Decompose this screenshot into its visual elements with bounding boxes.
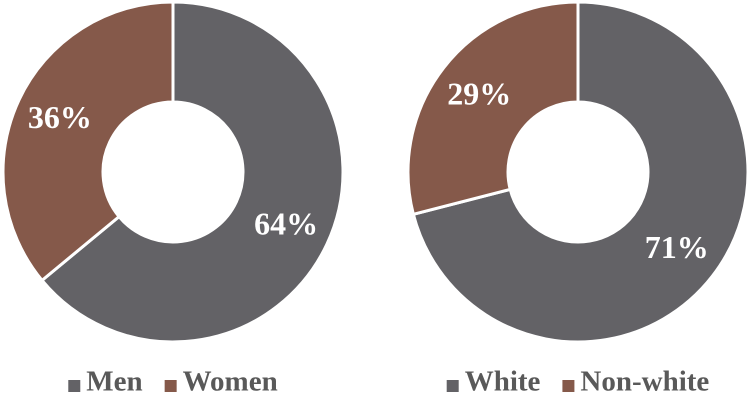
data-label: 71% (645, 229, 709, 265)
legend-label: Non-white (580, 366, 709, 398)
donut-slice (411, 0, 749, 344)
legend-swatch (446, 380, 459, 392)
donut-slice (1, 0, 175, 283)
legend-label: Men (86, 366, 142, 398)
data-label: 29% (447, 76, 511, 112)
data-label: 64% (254, 206, 318, 242)
donut-slice (406, 0, 580, 217)
data-label: 36% (28, 99, 92, 135)
legend-swatch (68, 380, 81, 392)
legend-swatch (164, 380, 177, 392)
legend-label: White (465, 366, 541, 398)
donut-slice (39, 0, 345, 344)
legend-label: Women (183, 366, 278, 398)
legend-swatch (562, 380, 575, 392)
